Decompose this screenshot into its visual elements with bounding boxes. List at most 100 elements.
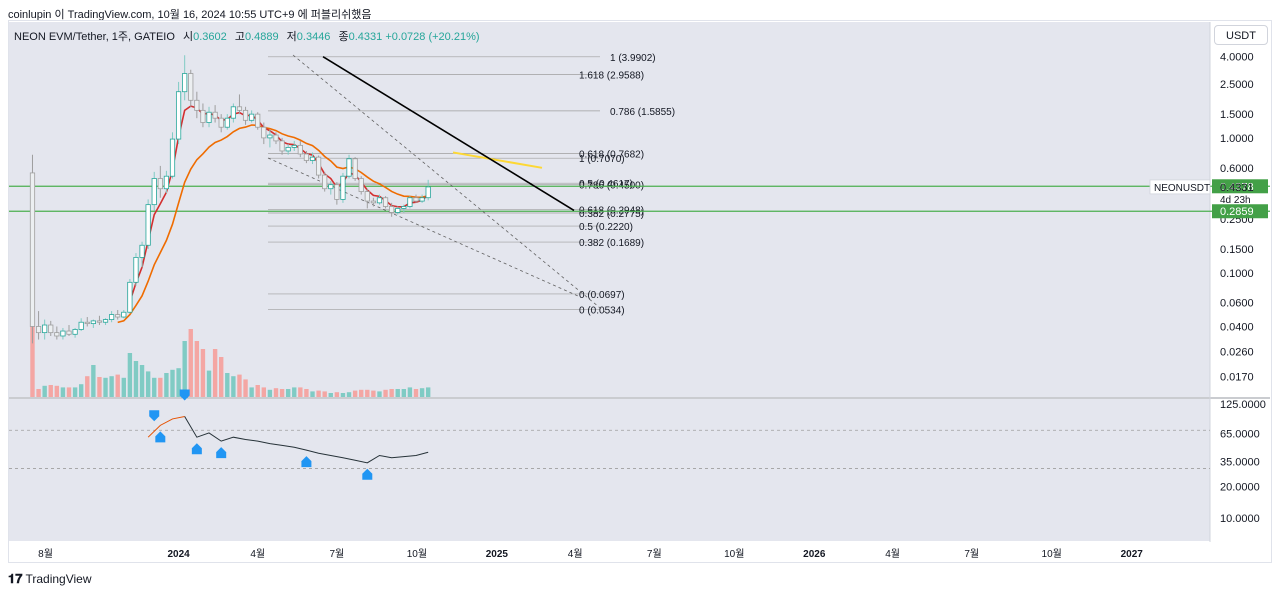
candle-body <box>297 144 303 155</box>
candle-body <box>279 140 285 152</box>
price-badge <box>1212 204 1268 219</box>
candle-body <box>78 321 84 330</box>
candle-body <box>285 147 291 152</box>
indicator-line <box>184 416 429 464</box>
volume-bar <box>401 389 407 397</box>
candle-body <box>395 208 401 213</box>
volume-bar <box>285 389 291 397</box>
high-value: 0.4889 <box>244 31 279 43</box>
volume-bar <box>182 341 187 397</box>
candle-body <box>90 320 96 325</box>
fib-label: 0.382 (0.2775) <box>579 209 644 220</box>
volume-bar <box>298 387 303 397</box>
candle-body <box>273 134 279 142</box>
indicator-axis-label: 65.0000 <box>1220 429 1260 441</box>
fib-label: 0.5 (0.2220) <box>579 222 633 233</box>
volume-bar <box>395 389 400 397</box>
candle-body <box>261 126 267 139</box>
volume-bar <box>152 377 157 397</box>
candle-body <box>401 206 407 209</box>
candle-body <box>407 197 413 207</box>
time-axis-label: 2025 <box>486 549 509 560</box>
candle-body <box>29 172 36 327</box>
indicator-axis-label: 35.0000 <box>1220 456 1260 468</box>
time-axis-label: 10월 <box>1042 548 1062 560</box>
candle-body <box>121 311 127 318</box>
price-badge-value: 0.4378 <box>1220 181 1254 193</box>
candle-body <box>188 73 194 101</box>
candle-body <box>194 99 200 111</box>
fib-label: 0.382 (0.1689) <box>579 238 644 249</box>
volume-bar <box>243 379 248 397</box>
volume-bar <box>255 385 260 397</box>
high-label: 고 <box>234 31 245 43</box>
price-axis-label: 0.0400 <box>1220 321 1254 333</box>
price-axis-label: 4.0000 <box>1220 52 1254 64</box>
symbol-name[interactable]: NEON EVM/Tether, 1주, GATEIO <box>14 31 175 43</box>
candle-body <box>84 321 90 325</box>
volume-bar <box>359 389 364 397</box>
indicator-axis-label: 10.0000 <box>1220 513 1260 525</box>
ema-slow-line <box>117 124 429 324</box>
volume-bar <box>231 376 236 397</box>
candle-body <box>60 330 66 337</box>
candle-body <box>115 314 121 318</box>
bullish-signal-marker <box>191 443 202 455</box>
tradingview-logo[interactable]: 𝟏𝟕 TradingView <box>8 571 92 587</box>
candle-body <box>72 329 78 335</box>
volume-bar <box>188 329 193 397</box>
candle-body <box>242 109 249 121</box>
time-axis-label: 2026 <box>803 549 826 560</box>
time-axis-label: 4월 <box>250 548 265 560</box>
volume-bar <box>425 387 431 397</box>
indicator-pane <box>9 399 1210 541</box>
candle-body <box>413 197 419 202</box>
fib-label: 0.5 (0.4617) <box>579 179 633 190</box>
bearish-signal-marker <box>179 389 190 401</box>
time-axis-label: 7월 <box>647 548 662 560</box>
candle-body <box>352 158 358 179</box>
candle-body <box>376 197 383 204</box>
volume-bar <box>352 390 358 397</box>
bar-countdown: 4d 23h <box>1220 195 1251 206</box>
volume-bar <box>103 377 108 397</box>
candle-body <box>66 330 72 335</box>
price-badge-value: 0.2859 <box>1220 206 1254 218</box>
volume-bar <box>78 384 84 397</box>
volume-bar <box>328 393 333 397</box>
candle-body <box>182 73 188 93</box>
price-badge <box>1212 179 1268 194</box>
volume-bar <box>194 341 200 397</box>
candle-body <box>346 158 352 177</box>
fib-label: 0 (0.0697) <box>579 290 625 301</box>
volume-bar <box>322 391 327 397</box>
price-axis-label: 0.1000 <box>1220 268 1254 280</box>
candle-body <box>109 314 115 320</box>
currency-button[interactable]: USDT <box>1214 25 1268 45</box>
time-axis-label: 2027 <box>1121 549 1144 560</box>
volume-bar <box>334 392 340 397</box>
bearish-signal-marker <box>149 410 160 422</box>
volume-bar <box>115 374 120 397</box>
volume-bar <box>219 357 224 397</box>
candle-body <box>340 175 346 200</box>
time-axis-label: 8월 <box>38 548 53 560</box>
volume-bar <box>133 361 139 397</box>
volume-bar <box>267 389 273 397</box>
time-axis-label: 10월 <box>407 548 427 560</box>
fib-label: 1 (0.7070) <box>579 154 625 165</box>
tradingview-logo-icon: 𝟏𝟕 <box>8 571 23 586</box>
indicator-axis-label: 20.0000 <box>1220 482 1260 494</box>
candle-body <box>218 117 224 128</box>
volume-bar <box>279 389 285 397</box>
volume-bar <box>91 365 96 397</box>
candle-body <box>358 178 364 192</box>
low-value: 0.3446 <box>296 31 331 43</box>
bullish-signal-marker <box>216 447 227 459</box>
candle-body <box>291 144 297 148</box>
volume-bar <box>212 349 218 397</box>
publish-attribution: coinlupin 이 TradingView.com, 10월 16, 202… <box>8 9 372 21</box>
candle-body <box>389 206 395 213</box>
candle-body <box>322 174 328 190</box>
